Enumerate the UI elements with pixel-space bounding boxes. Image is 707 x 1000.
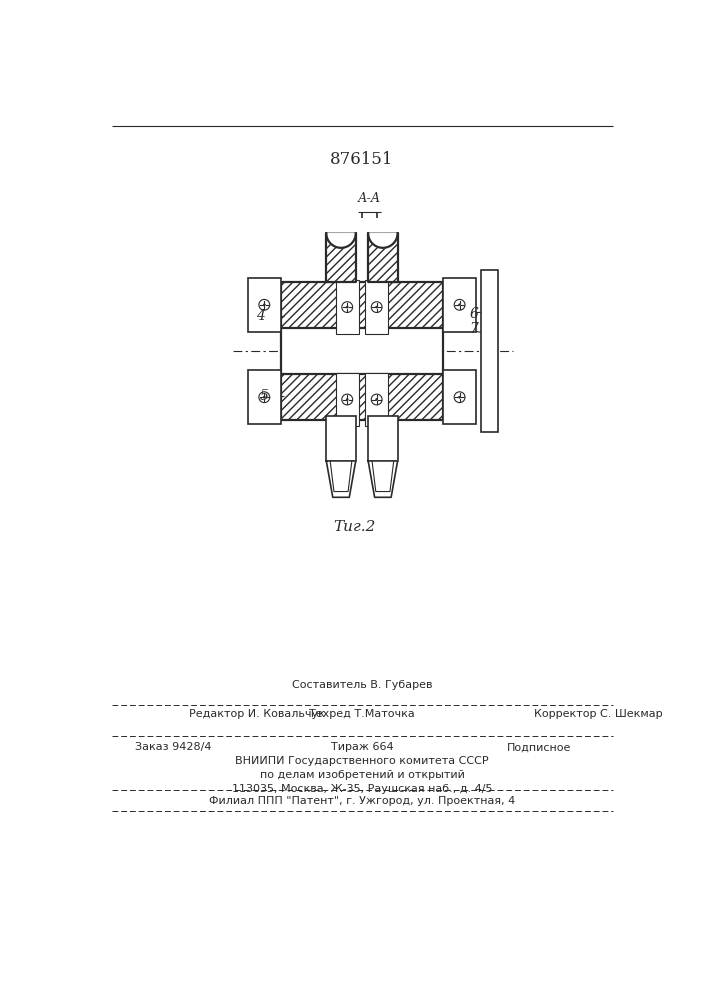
Text: 6: 6 bbox=[469, 307, 478, 321]
Bar bbox=[281, 282, 443, 328]
Polygon shape bbox=[327, 461, 356, 497]
Text: 113035, Москва, Ж-35, Раушская наб., д. 4/5: 113035, Москва, Ж-35, Раушская наб., д. … bbox=[232, 784, 492, 794]
Circle shape bbox=[346, 306, 349, 308]
Text: ВНИИПИ Государственного комитета СССР: ВНИИПИ Государственного комитета СССР bbox=[235, 756, 489, 766]
Text: Техред Т.Маточка: Техред Т.Маточка bbox=[309, 709, 415, 719]
Circle shape bbox=[459, 304, 460, 306]
Bar bbox=[327, 416, 356, 461]
Circle shape bbox=[454, 299, 465, 310]
Text: по делам изобретений и открытий: по делам изобретений и открытий bbox=[259, 770, 464, 780]
Bar bbox=[365, 280, 388, 334]
Circle shape bbox=[346, 399, 349, 400]
Bar bbox=[336, 373, 359, 426]
Text: Филиал ППП "Патент", г. Ужгород, ул. Проектная, 4: Филиал ППП "Патент", г. Ужгород, ул. Про… bbox=[209, 796, 515, 806]
Text: Τиг.2: Τиг.2 bbox=[333, 520, 375, 534]
Circle shape bbox=[375, 306, 378, 308]
Bar bbox=[281, 328, 443, 374]
Circle shape bbox=[259, 392, 270, 403]
Bar bbox=[443, 370, 476, 424]
Circle shape bbox=[263, 396, 265, 398]
Bar bbox=[248, 278, 281, 332]
Text: Подписное: Подписное bbox=[507, 742, 571, 752]
Bar bbox=[336, 280, 359, 334]
Bar bbox=[327, 233, 356, 282]
Text: Редактор И. Ковальчук: Редактор И. Ковальчук bbox=[189, 709, 325, 719]
Text: А-А: А-А bbox=[358, 192, 381, 205]
Circle shape bbox=[263, 304, 265, 306]
Polygon shape bbox=[368, 461, 397, 497]
Text: 4: 4 bbox=[256, 309, 265, 323]
Bar bbox=[365, 373, 388, 426]
Text: 876151: 876151 bbox=[330, 151, 394, 168]
Text: Тираж 664: Тираж 664 bbox=[331, 742, 393, 752]
Circle shape bbox=[259, 299, 270, 310]
Circle shape bbox=[371, 302, 382, 312]
Polygon shape bbox=[327, 233, 356, 248]
Circle shape bbox=[341, 302, 353, 312]
Circle shape bbox=[459, 396, 460, 398]
Text: Корректор С. Шекмар: Корректор С. Шекмар bbox=[534, 709, 662, 719]
Text: 5: 5 bbox=[260, 389, 269, 403]
Bar bbox=[481, 270, 498, 432]
Bar bbox=[443, 278, 476, 332]
Text: 7: 7 bbox=[469, 322, 478, 336]
Circle shape bbox=[454, 392, 465, 403]
Bar bbox=[281, 374, 443, 420]
Text: Составитель В. Губарев: Составитель В. Губарев bbox=[292, 680, 432, 690]
Bar bbox=[248, 370, 281, 424]
Circle shape bbox=[371, 394, 382, 405]
Text: Заказ 9428/4: Заказ 9428/4 bbox=[135, 742, 211, 752]
Polygon shape bbox=[368, 233, 397, 248]
Bar bbox=[368, 416, 397, 461]
Circle shape bbox=[341, 394, 353, 405]
Circle shape bbox=[375, 399, 378, 400]
Bar bbox=[368, 233, 397, 282]
